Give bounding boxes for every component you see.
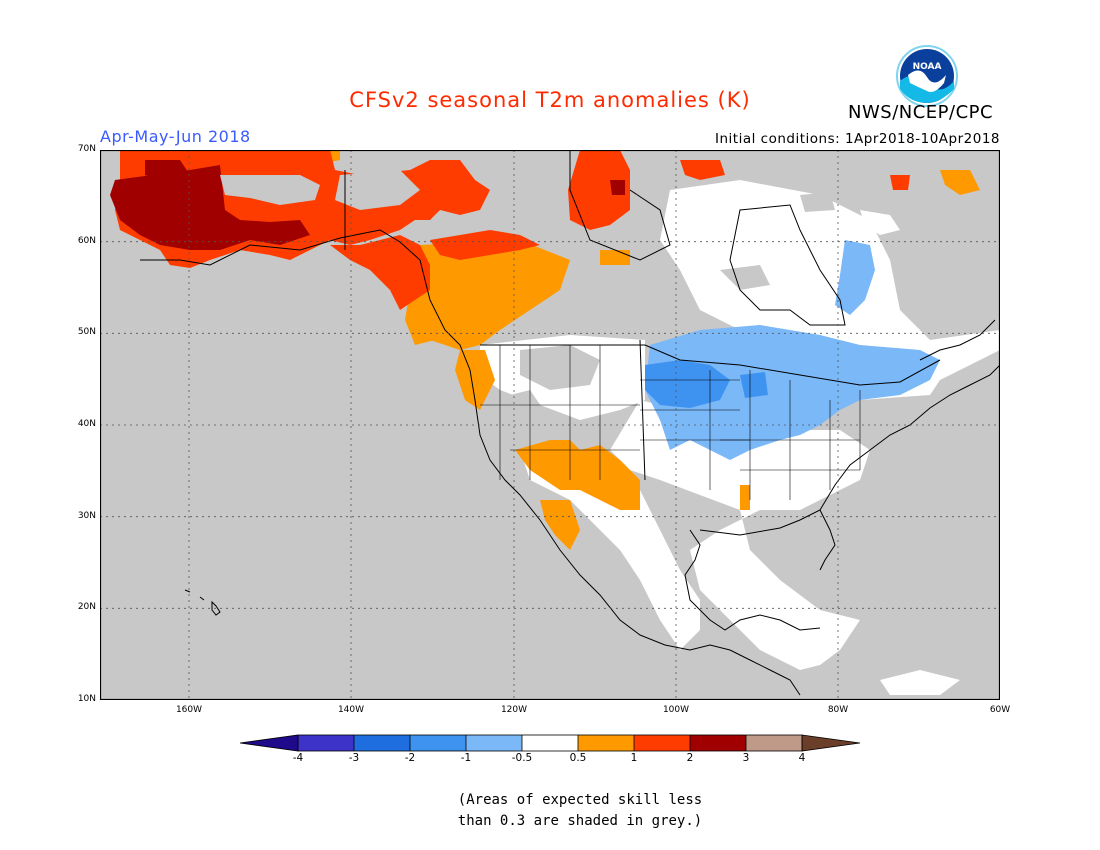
anomaly-map	[99, 149, 1001, 704]
cb-label-8: 3	[742, 752, 750, 764]
skill-note-line1: (Areas of expected skill less	[457, 792, 703, 808]
above-normal-region	[305, 150, 980, 550]
lon-label-60w: 60W	[989, 705, 1011, 715]
hawaii-islands	[184, 589, 221, 616]
lat-label-40n: 40N	[77, 419, 96, 429]
lat-label-70n: 70N	[77, 144, 96, 154]
coastlines	[140, 150, 1001, 696]
lon-label-80w: 80W	[827, 705, 849, 715]
lat-label-20n: 20N	[77, 602, 96, 612]
lat-label-10n: 10N	[77, 694, 96, 704]
cb-box-4	[466, 735, 522, 751]
graticule	[100, 150, 1000, 700]
lat-label-50n: 50N	[77, 327, 96, 337]
agency-label: NWS/NCEP/CPC	[848, 102, 994, 123]
lon-label-160w: 160W	[175, 705, 203, 715]
forecast-period: Apr-May-Jun 2018	[100, 127, 251, 146]
cb-arrow-left	[240, 735, 298, 751]
initial-conditions: Initial conditions: 1Apr2018-10Apr2018	[715, 131, 1000, 147]
lon-label-120w: 120W	[500, 705, 528, 715]
noaa-logo: NOAA	[896, 45, 958, 111]
cb-label-7: 2	[686, 752, 694, 764]
cb-label-0: -4	[292, 752, 304, 764]
lon-label-100w: 100W	[662, 705, 690, 715]
state-borders	[480, 345, 861, 500]
low-skill-patches	[220, 170, 995, 422]
cb-box-6	[578, 735, 634, 751]
very-strong-above-normal-region	[110, 160, 625, 250]
cb-box-3	[410, 735, 466, 751]
cb-label-4: -0.5	[511, 752, 533, 764]
cb-box-7	[634, 735, 690, 751]
cb-arrow-right	[802, 735, 860, 751]
lon-label-140w: 140W	[337, 705, 365, 715]
moderate-below-normal-region	[645, 360, 768, 408]
cb-label-9: 4	[798, 752, 806, 764]
cb-box-2	[354, 735, 410, 751]
cb-label-5: 0.5	[569, 752, 587, 764]
cb-box-9	[746, 735, 802, 751]
cb-box-8	[690, 735, 746, 751]
cb-label-2: -2	[404, 752, 416, 764]
cb-label-6: 1	[630, 752, 638, 764]
lat-label-30n: 30N	[77, 511, 96, 521]
cb-box-5	[522, 735, 578, 751]
cb-label-1: -3	[348, 752, 360, 764]
chart-title: CFSv2 seasonal T2m anomalies (K)	[349, 88, 751, 112]
map-frame	[99, 149, 1001, 701]
color-legend	[239, 734, 862, 756]
skill-note-line2: than 0.3 are shaded in grey.)	[457, 813, 703, 829]
lat-label-60n: 60N	[77, 236, 96, 246]
below-normal-region	[645, 240, 940, 460]
cb-box-1	[298, 735, 354, 751]
noaa-logo-text: NOAA	[913, 62, 942, 72]
cb-label-3: -1	[460, 752, 472, 764]
